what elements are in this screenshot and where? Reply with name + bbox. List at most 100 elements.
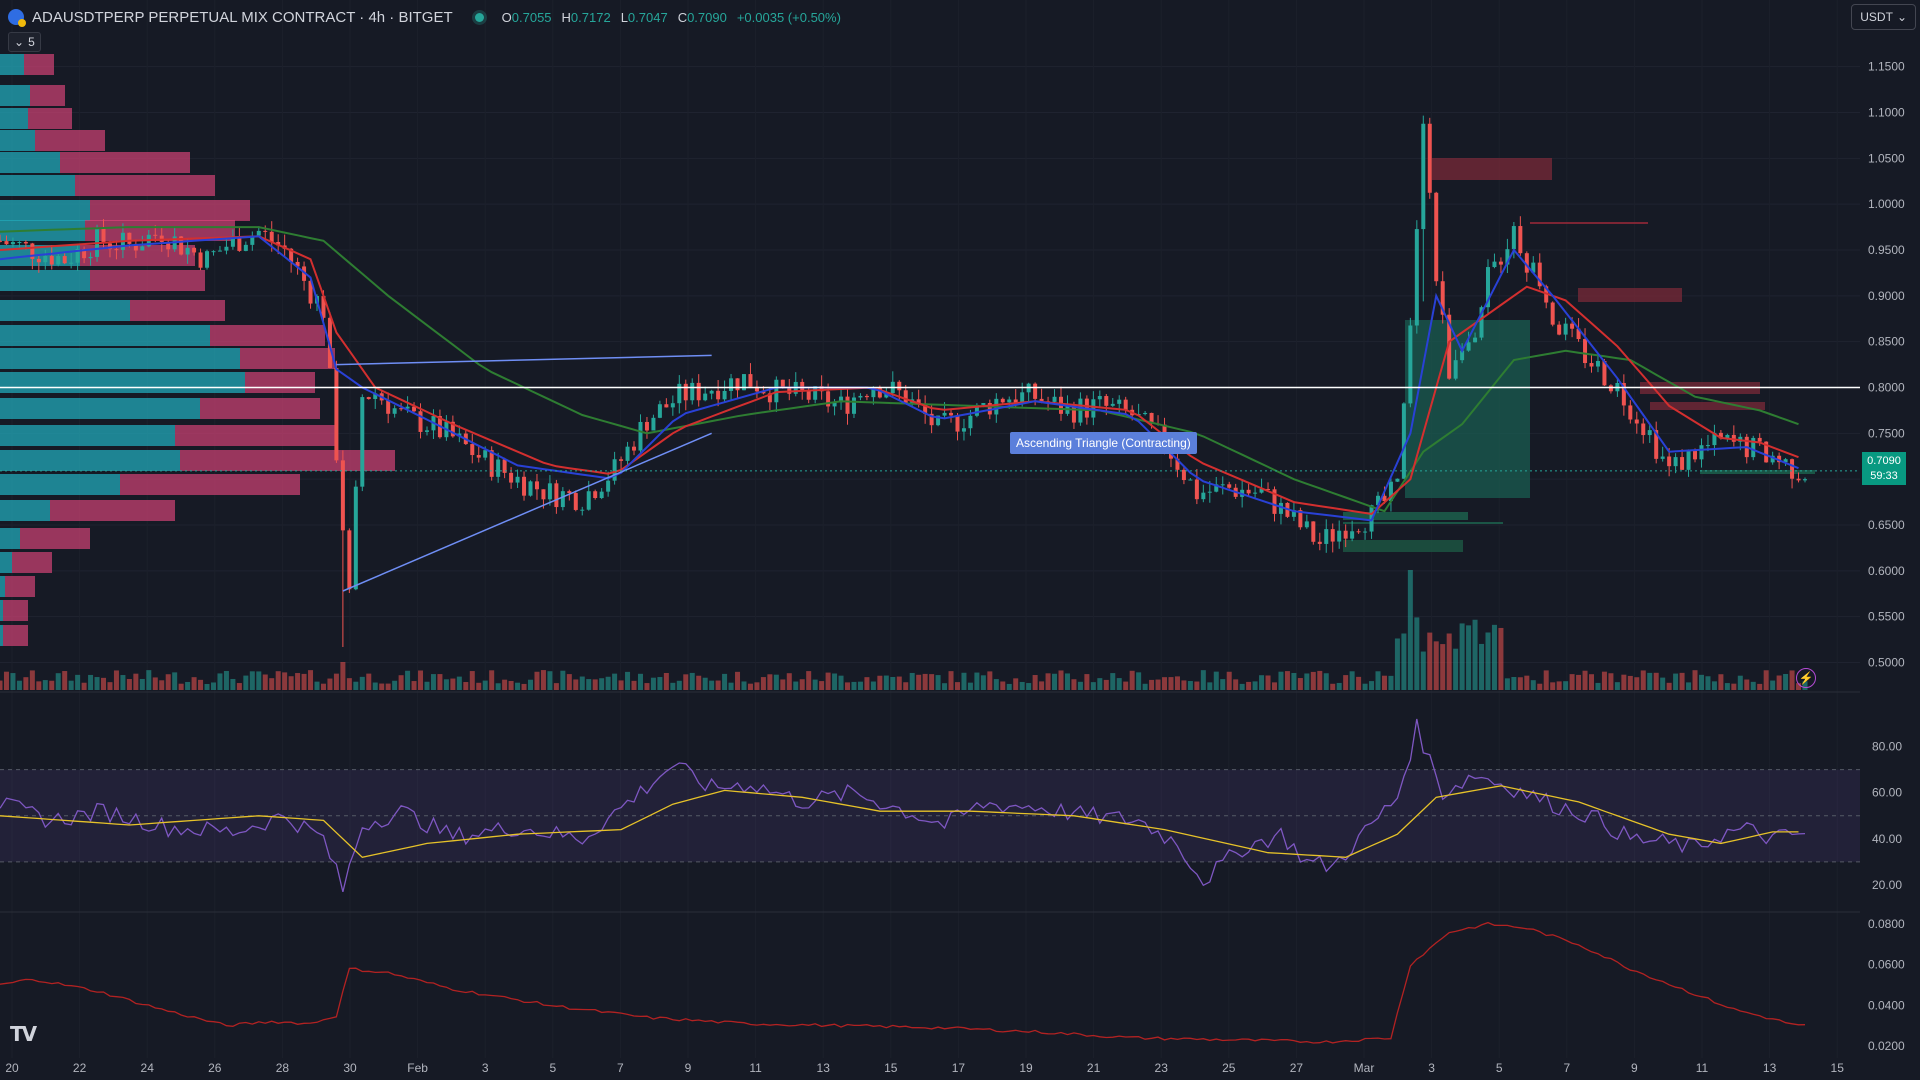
candle: [23, 242, 28, 244]
volume-bar: [101, 677, 107, 690]
volume-bar: [223, 670, 229, 690]
volume-bar: [113, 670, 119, 690]
candle: [774, 379, 779, 403]
volume-bar: [618, 680, 624, 690]
volume-bar: [715, 680, 721, 690]
ohlc-low-value: 0.7047: [627, 9, 668, 25]
candle: [269, 231, 274, 242]
volume-bar: [1550, 682, 1556, 690]
candle: [1427, 123, 1432, 193]
rsi-axis-label: 20.00: [1872, 878, 1902, 892]
volume-profile-buy: [0, 152, 60, 173]
candle: [1097, 396, 1102, 400]
candle: [547, 483, 552, 500]
candle: [1330, 529, 1335, 542]
candle: [1343, 530, 1348, 539]
ema-mid-line: [0, 235, 1799, 516]
candle: [1621, 383, 1626, 406]
volume-profile-buy: [0, 108, 28, 129]
candle: [302, 266, 307, 281]
volume-bar: [159, 680, 165, 690]
volume-bar: [366, 673, 372, 690]
volume-bar: [1103, 679, 1109, 690]
time-axis-label: 27: [1290, 1061, 1304, 1075]
volume-profile-buy: [0, 348, 240, 369]
volume-profile-buy: [0, 200, 90, 221]
candle: [1395, 478, 1400, 482]
volume-profile-buy: [0, 425, 175, 446]
price-axis-label: 1.1000: [1868, 106, 1905, 120]
time-axis-label: 19: [1019, 1061, 1033, 1075]
time-axis-label: Feb: [407, 1061, 428, 1075]
candle: [399, 408, 404, 410]
candle: [1388, 481, 1393, 502]
ohlc-open-value: 0.7055: [511, 9, 552, 25]
candle: [767, 393, 772, 403]
volume-bar: [702, 677, 708, 690]
price-axis-label: 0.6000: [1868, 564, 1905, 578]
volume-bar: [314, 681, 320, 690]
volume-bar: [62, 671, 68, 690]
time-axis-label: 13: [817, 1061, 831, 1075]
symbol-icon[interactable]: [8, 9, 26, 27]
rsi-pane: [0, 718, 1860, 893]
price-axis-label: 0.7500: [1868, 426, 1905, 440]
volume-bar: [689, 672, 695, 690]
candle: [1660, 456, 1665, 459]
candle: [800, 381, 805, 391]
candle: [205, 251, 210, 268]
volume-bar: [1097, 678, 1103, 690]
candle: [761, 391, 766, 394]
candle: [373, 393, 378, 400]
candle: [1440, 281, 1445, 315]
volume-bar: [1136, 672, 1142, 690]
volume-bar: [1770, 680, 1776, 690]
candle: [1324, 529, 1329, 544]
volume-bar: [974, 672, 980, 690]
tradingview-logo[interactable]: TV: [10, 1022, 37, 1046]
candle: [1117, 399, 1122, 404]
volume-bar: [1174, 676, 1180, 690]
alert-bolt-icon[interactable]: ⚡: [1796, 668, 1816, 688]
candle: [386, 400, 391, 414]
volume-bar: [1776, 675, 1782, 690]
volume-profile-sell: [30, 85, 65, 106]
volume-bar: [1686, 682, 1692, 690]
candle: [1641, 423, 1646, 436]
zone-box: [1530, 222, 1648, 224]
volume-bar: [896, 676, 902, 690]
atr-axis-label: 0.0800: [1868, 917, 1905, 931]
candle: [722, 390, 727, 400]
volume-bar: [922, 673, 928, 690]
candle: [1317, 541, 1322, 544]
volume-bar: [1323, 673, 1329, 690]
volume-bar: [49, 680, 55, 690]
pattern-label[interactable]: Ascending Triangle (Contracting): [1010, 432, 1197, 454]
candle: [1473, 337, 1478, 343]
candle: [1376, 495, 1381, 506]
candle: [1123, 399, 1128, 410]
volume-bar: [1336, 682, 1342, 690]
volume-bar: [560, 670, 566, 690]
currency-selector[interactable]: USDT ⌄: [1851, 4, 1916, 30]
candle: [1272, 489, 1277, 514]
volume-bar: [68, 680, 74, 690]
volume-bar: [547, 671, 553, 690]
candle: [864, 395, 869, 398]
symbol-title[interactable]: ADAUSDTPERP PERPETUAL MIX CONTRACT · 4h …: [32, 8, 453, 26]
candle: [179, 236, 184, 255]
candle: [1699, 445, 1704, 460]
price-axis-label: 1.0000: [1868, 197, 1905, 211]
volume-bar: [1343, 675, 1349, 690]
volume-bar: [94, 677, 100, 690]
indicator-collapse-button[interactable]: ⌄ 5: [8, 32, 41, 52]
candle: [515, 476, 520, 483]
candle: [1634, 419, 1639, 424]
volume-bar: [1200, 670, 1206, 690]
volume-bar: [1679, 672, 1685, 690]
volume-profile-buy: [0, 85, 30, 106]
volume-bar: [1537, 683, 1543, 690]
volume-bar: [599, 678, 605, 690]
volume-bar: [612, 673, 618, 690]
